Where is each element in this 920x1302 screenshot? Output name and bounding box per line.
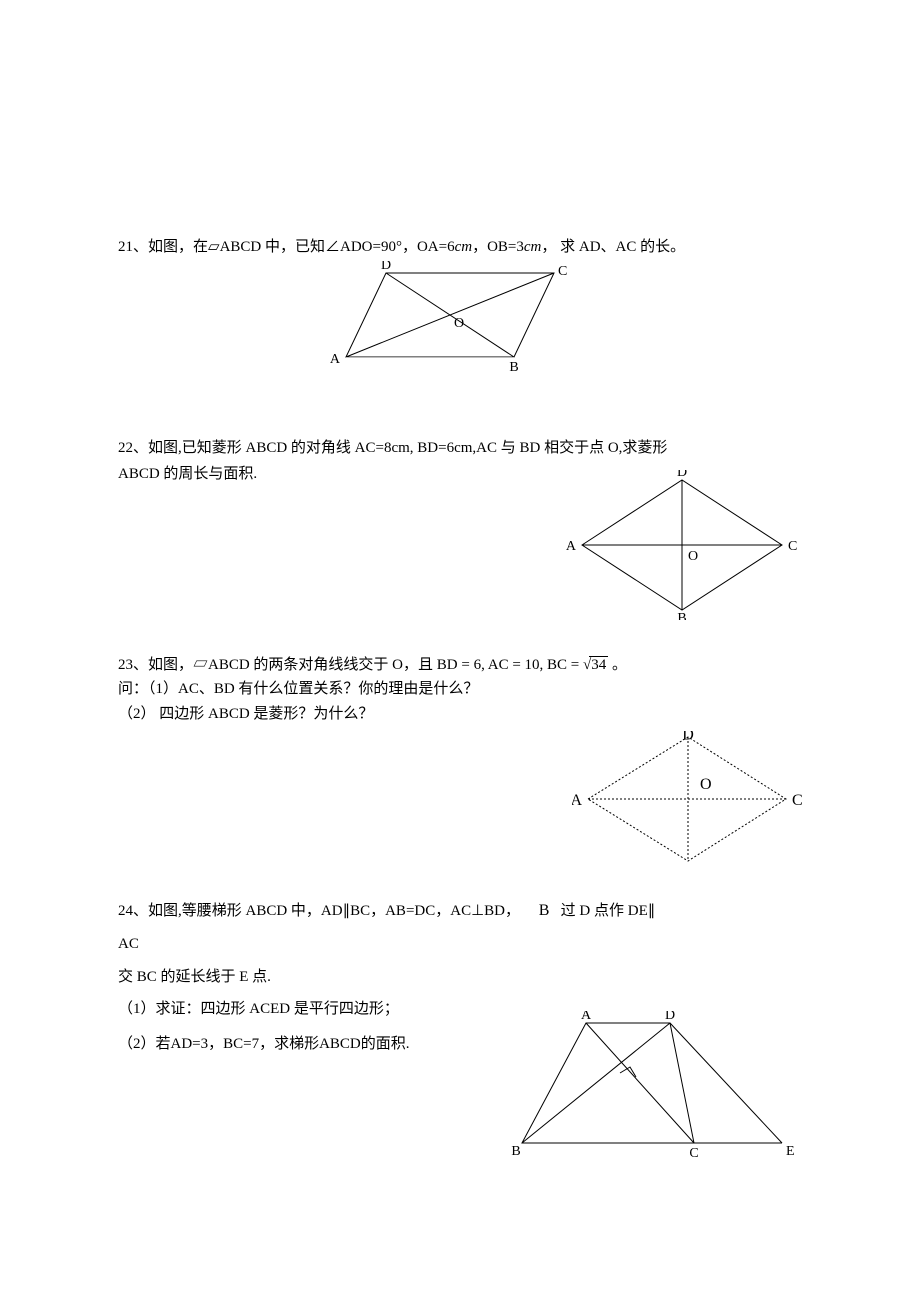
problem-23: 23、如图，▱ABCD 的两条对角线线交于 O，且 BD = 6, AC = 1…	[118, 654, 802, 872]
p23-eq: BD = 6, AC = 10, BC = √34	[437, 657, 608, 673]
label-B: B	[677, 611, 686, 620]
label-O: O	[688, 549, 698, 564]
label-E: E	[786, 1144, 795, 1159]
p23-diagram: A C D O	[572, 731, 802, 871]
label-A: A	[566, 539, 577, 554]
p21-diagram: D C A B O	[330, 261, 590, 381]
p22-figure-wrap: A C D B O	[118, 470, 862, 620]
label-C: C	[558, 264, 567, 279]
label-O: O	[454, 316, 464, 331]
p24-line5: （2）若AD=3，BC=7，求梯形ABCD的面积.	[118, 1033, 410, 1056]
p23-figure-wrap: A C D O	[118, 731, 862, 871]
label-C: C	[788, 539, 797, 554]
label-D: D	[665, 1011, 675, 1023]
p23-label-B-floating: B	[539, 902, 550, 919]
p23-line1: 23、如图，▱ABCD 的两条对角线线交于 O，且 BD = 6, AC = 1…	[118, 654, 802, 677]
p23-suffix: 。	[612, 657, 627, 673]
p24-line1: 24、如图,等腰梯形 ABCD 中，AD∥BC，AB=DC，AC⊥BD， B 过…	[118, 899, 802, 923]
p22-line1: 22、如图,已知菱形 ABCD 的对角线 AC=8cm, BD=6cm,AC 与…	[118, 437, 802, 460]
label-C: C	[792, 792, 802, 809]
label-A: A	[581, 1011, 592, 1023]
p24-figure-wrap: A D B C E	[502, 1011, 802, 1161]
problem-22: 22、如图,已知菱形 ABCD 的对角线 AC=8cm, BD=6cm,AC 与…	[118, 437, 802, 620]
p21-text: 21、如图，在▱ABCD 中，已知∠ADO=90°，OA=6cm，OB=3cm，…	[118, 236, 802, 259]
p22-diagram: A C D B O	[562, 470, 802, 620]
label-B: B	[511, 1144, 520, 1159]
problem-21: 21、如图，在▱ABCD 中，已知∠ADO=90°，OA=6cm，OB=3cm，…	[118, 236, 802, 381]
p23-line2: 问：（1）AC、BD 有什么位置关系？你的理由是什么？	[118, 678, 802, 701]
problem-24: 24、如图,等腰梯形 ABCD 中，AD∥BC，AB=DC，AC⊥BD， B 过…	[118, 899, 802, 1161]
label-A: A	[572, 792, 582, 809]
p21-figure-wrap: D C A B O	[118, 261, 802, 381]
label-D: D	[677, 470, 687, 480]
p23-line3: （2） 四边形 ABCD 是菱形？为什么？	[118, 703, 802, 726]
p24-diagram: A D B C E	[502, 1011, 802, 1161]
label-O: O	[700, 776, 712, 793]
p22-line2: ABCD 的周长与面积.	[118, 463, 257, 486]
label-C: C	[689, 1146, 698, 1161]
p23-line1-prefix: 23、如图，▱ABCD 的两条对角线线交于 O，且	[118, 657, 433, 673]
label-D: D	[381, 261, 391, 273]
label-D: D	[682, 731, 694, 743]
page: 21、如图，在▱ABCD 中，已知∠ADO=90°，OA=6cm，OB=3cm，…	[0, 0, 920, 1302]
label-B: B	[509, 360, 518, 375]
label-A: A	[330, 352, 341, 367]
p24-line2: AC	[118, 933, 802, 956]
p24-line3: 交 BC 的延长线于 E 点.	[118, 966, 802, 989]
